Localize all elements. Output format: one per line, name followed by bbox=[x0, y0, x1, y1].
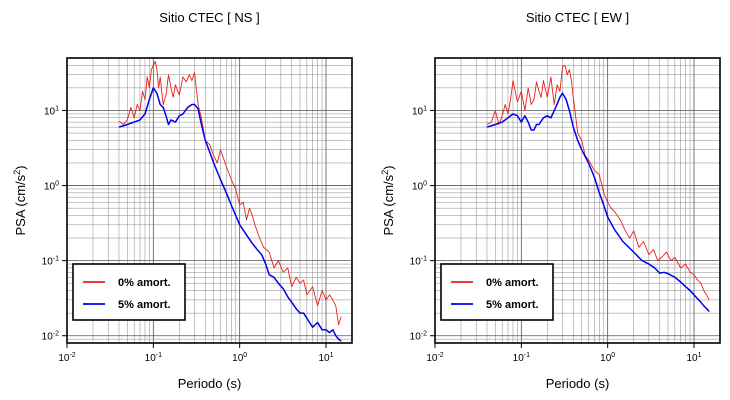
x-tick-label: 10-2 bbox=[58, 352, 75, 364]
y-tick-label: 101 bbox=[44, 105, 59, 117]
chart-title: Sitio CTEC [ NS ] bbox=[159, 10, 259, 25]
y-tick-label: 10-1 bbox=[410, 256, 427, 268]
legend-box bbox=[440, 263, 554, 321]
y-tick-label: 10-2 bbox=[42, 331, 59, 343]
chart-panel-1: Sitio CTEC [ NS ] 10-2 10-1 100 101 10-2 10-1 1… bbox=[12, 10, 353, 391]
series-line-damped bbox=[486, 92, 710, 313]
x-tick-label: 101 bbox=[686, 352, 701, 364]
series-line-undamped bbox=[118, 60, 342, 326]
chart-title: Sitio CTEC [ EW ] bbox=[526, 10, 629, 25]
y-axis-label: PSA (cm/s2) bbox=[380, 165, 396, 235]
y-axis-label: PSA (cm/s2) bbox=[12, 165, 28, 235]
x-axis-label: Periodo (s) bbox=[178, 376, 242, 391]
legend-label: 0% amort. bbox=[118, 277, 171, 289]
x-tick-label: 10-1 bbox=[145, 352, 162, 364]
legend-box bbox=[72, 263, 186, 321]
y-tick-label: 10-2 bbox=[410, 331, 427, 343]
chart-panel-2: Sitio CTEC [ EW ] 10-2 10-1 100 101 10-2 10-1 1… bbox=[380, 10, 721, 391]
y-tick-label: 100 bbox=[412, 181, 427, 193]
series-line-undamped bbox=[486, 64, 710, 301]
x-tick-label: 100 bbox=[600, 352, 615, 364]
y-tick-label: 100 bbox=[44, 181, 59, 193]
x-tick-label: 10-1 bbox=[513, 352, 530, 364]
legend-label: 5% amort. bbox=[118, 299, 171, 311]
y-tick-label: 101 bbox=[412, 105, 427, 117]
x-tick-label: 101 bbox=[318, 352, 333, 364]
y-tick-label: 10-1 bbox=[42, 256, 59, 268]
plot-frame bbox=[66, 57, 353, 344]
series-line-damped bbox=[118, 87, 342, 342]
legend-label: 0% amort. bbox=[486, 277, 539, 289]
x-tick-label: 10-2 bbox=[426, 352, 443, 364]
legend-label: 5% amort. bbox=[486, 299, 539, 311]
x-axis-label: Periodo (s) bbox=[546, 376, 610, 391]
x-tick-label: 100 bbox=[232, 352, 247, 364]
plot-frame bbox=[434, 57, 721, 344]
